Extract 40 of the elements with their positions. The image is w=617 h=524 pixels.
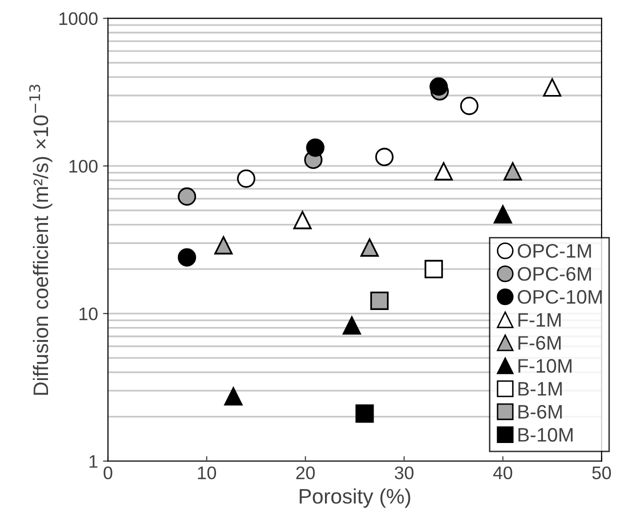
legend-label: B-1M (518, 382, 562, 396)
x-tick-label: 20 (296, 466, 315, 480)
point (504, 162, 522, 180)
point (342, 316, 361, 335)
legend-label: OPC-6M (518, 267, 591, 281)
point (355, 404, 374, 423)
legend-label: F-1M (518, 313, 561, 327)
point (360, 238, 379, 257)
y-tick-label: 100 (70, 160, 98, 173)
point (178, 248, 196, 267)
x-tick-label: 30 (394, 466, 414, 480)
point (178, 187, 196, 206)
point (224, 387, 243, 406)
point (434, 162, 453, 180)
point (494, 205, 512, 224)
x-tick-label: 0 (104, 466, 112, 480)
point (424, 260, 443, 278)
point (237, 169, 256, 188)
legend-label: OPC-10M (518, 290, 602, 304)
y-tick-label: 1 (90, 455, 98, 468)
point (370, 292, 389, 310)
legend-label: F-6M (518, 336, 561, 350)
point (293, 210, 312, 230)
x-tick-label: 50 (592, 466, 611, 480)
point (430, 77, 448, 96)
x-tick-label: 40 (493, 466, 512, 480)
point (214, 236, 233, 254)
x-axis-title: Porosity (%) (300, 488, 410, 508)
legend-label: OPC-1M (518, 244, 591, 258)
point (375, 148, 394, 166)
legend-label: B-6M (518, 404, 562, 419)
point (460, 96, 478, 116)
x-tick-label: 10 (198, 466, 216, 480)
legend-label: F-10M (518, 358, 572, 373)
y-axis-title: Diffusion coefficient (m²/s) ×10$^{−13}$ (29, 84, 52, 395)
point (306, 138, 324, 157)
y-tick-label: 1000 (59, 12, 98, 26)
y-tick-label: 10 (80, 307, 98, 320)
legend-label: B-10M (518, 428, 573, 442)
point (543, 78, 562, 97)
